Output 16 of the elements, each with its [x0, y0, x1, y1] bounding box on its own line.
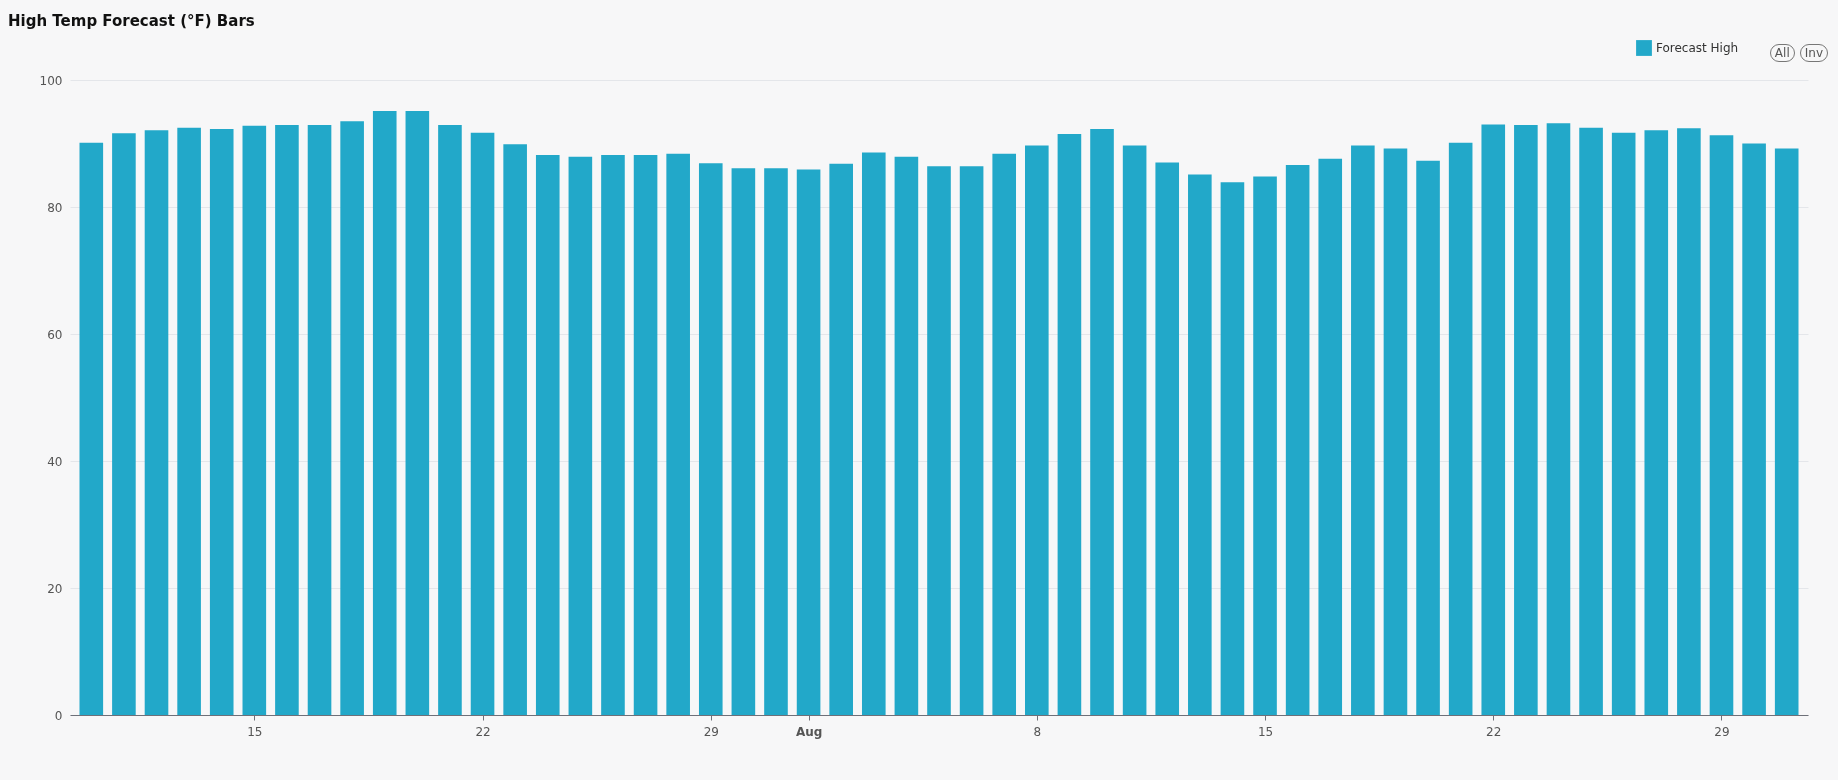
x-tick-label: 22: [475, 724, 491, 739]
x-tick-label: 29: [1714, 724, 1730, 739]
x-tick-label: 29: [703, 724, 719, 739]
y-tick-label: 60: [47, 327, 63, 342]
y-tick-label: 80: [47, 200, 63, 215]
legend-label: Forecast High: [1656, 41, 1739, 55]
x-tick-label: 15: [247, 724, 263, 739]
y-tick-label: 0: [54, 708, 63, 723]
x-tick-label: 8: [1033, 724, 1042, 739]
y-tick-label: 20: [47, 581, 63, 596]
x-tick-label: Aug: [795, 724, 823, 739]
x-tick-label: 15: [1257, 724, 1274, 739]
x-tick-label: 22: [1486, 724, 1502, 739]
y-tick-label: 40: [47, 454, 63, 469]
chart-title: High Temp Forecast (°F) Bars: [8, 12, 255, 30]
y-tick-label: 100: [39, 73, 63, 88]
